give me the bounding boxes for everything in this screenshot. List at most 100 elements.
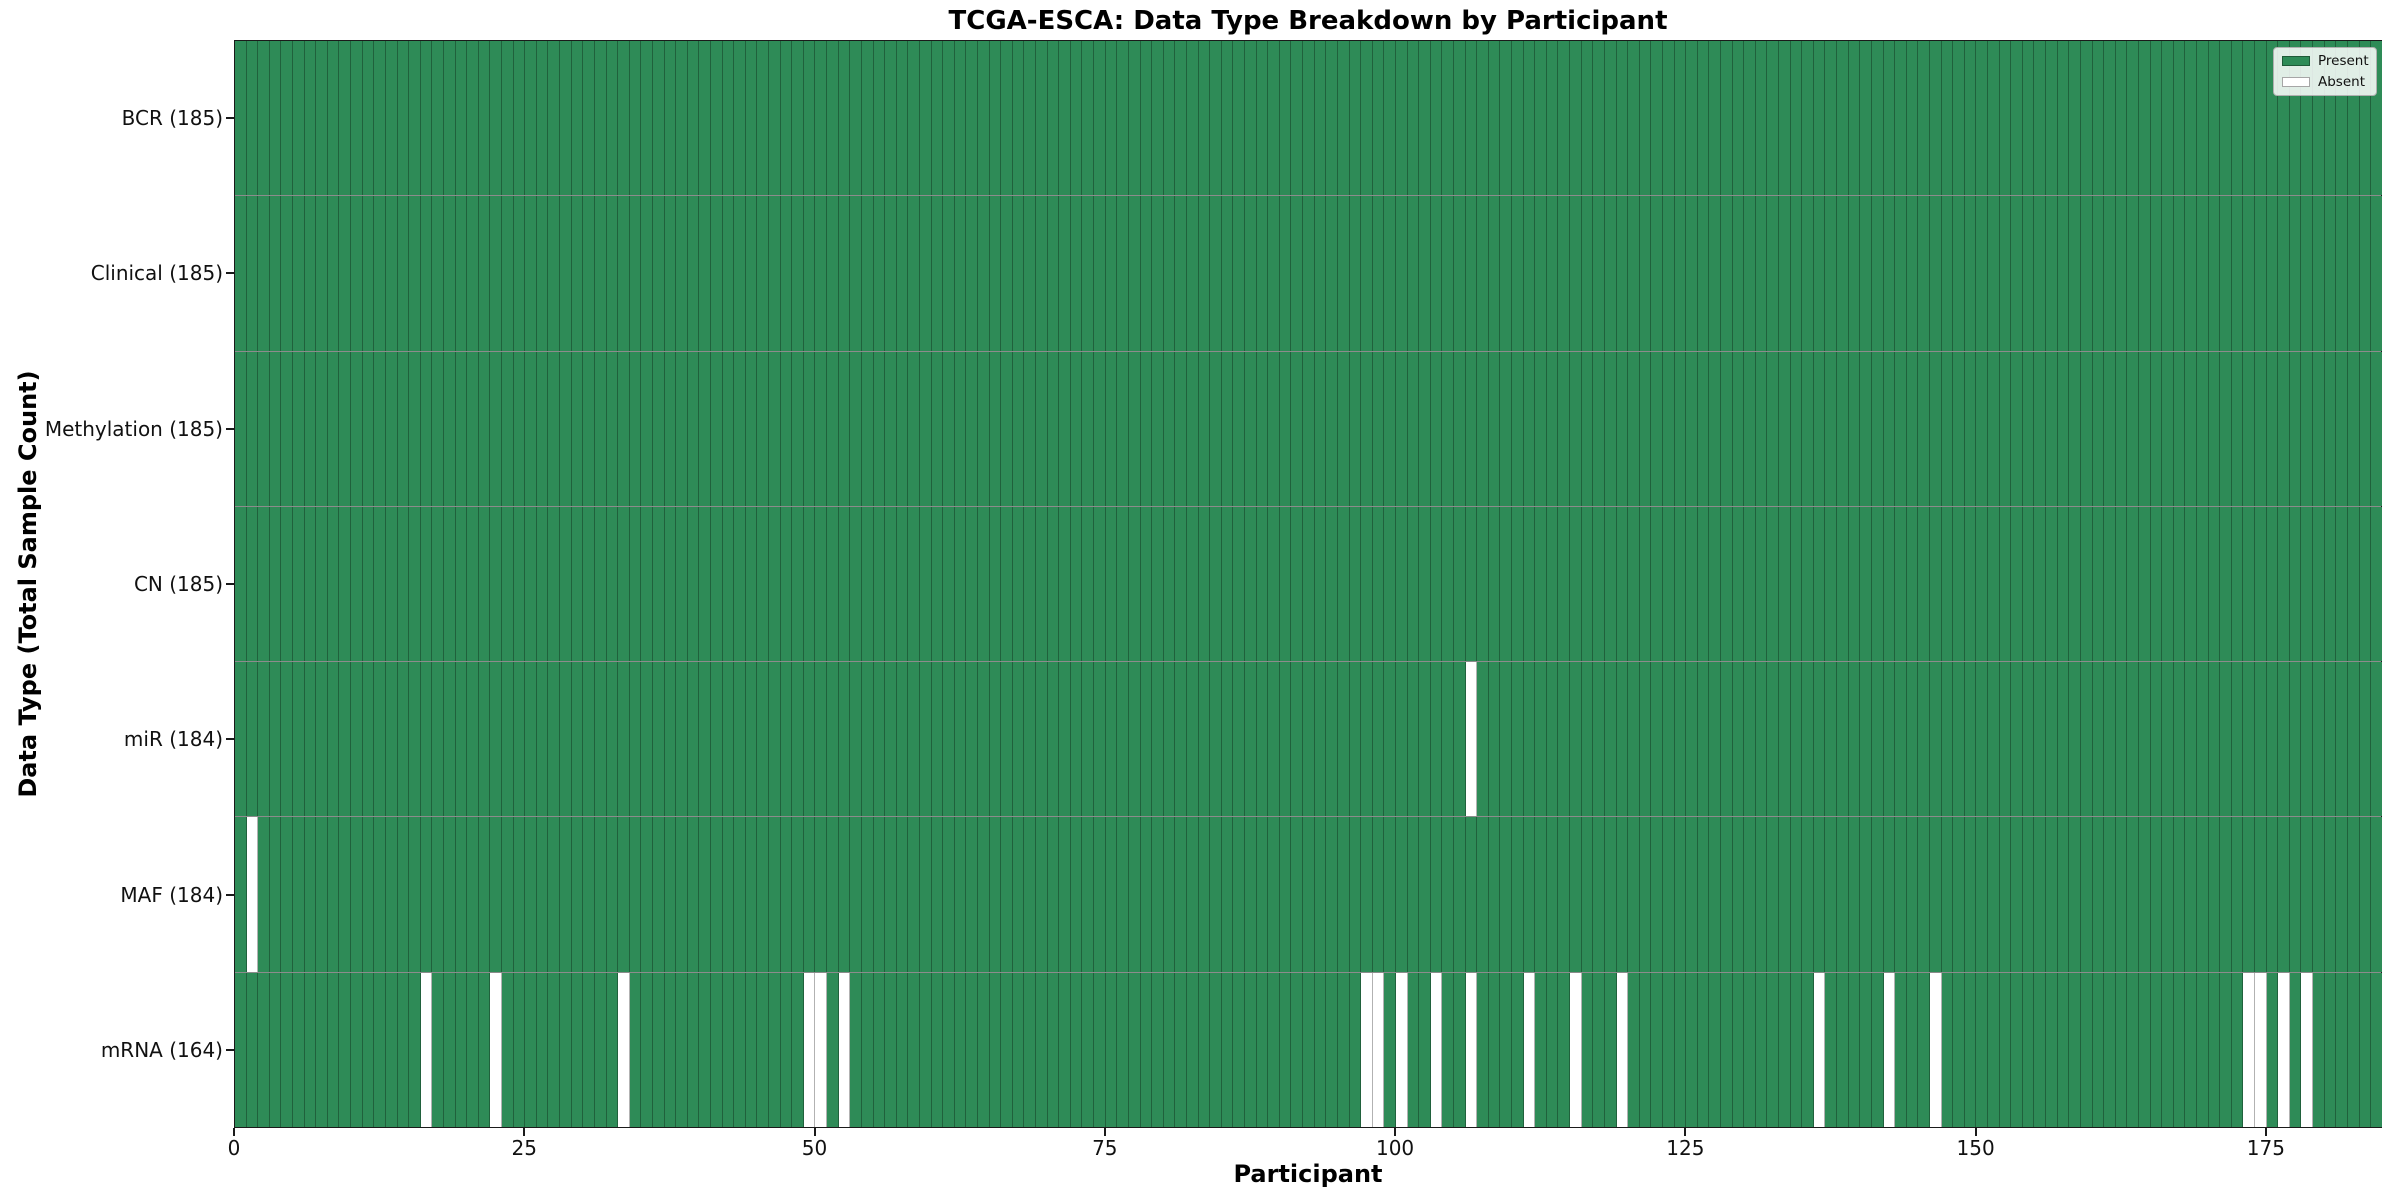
matrix-cell [1837, 662, 1849, 817]
matrix-cell [2231, 662, 2244, 817]
matrix-cell [1430, 972, 1443, 1127]
matrix-cell [1245, 351, 1257, 506]
matrix-cell [1732, 972, 1745, 1127]
matrix-cell [351, 662, 363, 817]
matrix-cell [1755, 662, 1768, 817]
matrix-cell [792, 662, 804, 817]
matrix-cell [1268, 196, 1280, 351]
matrix-cell [293, 662, 305, 817]
matrix-cell [1883, 351, 1896, 506]
matrix-cell [2301, 41, 2314, 196]
matrix-cell [1082, 351, 1095, 506]
matrix-cell [478, 41, 491, 196]
matrix-cell [885, 662, 897, 817]
matrix-cell [455, 41, 468, 196]
matrix-cell [827, 662, 839, 817]
matrix-cell [1558, 506, 1571, 662]
matrix-cell [943, 41, 955, 196]
matrix-cell [1593, 817, 1605, 972]
matrix-cell [1314, 817, 1327, 972]
matrix-cell [2220, 351, 2232, 506]
matrix-cell [908, 972, 920, 1127]
matrix-cell [583, 506, 595, 662]
matrix-cell [455, 196, 468, 351]
matrix-cell [2347, 817, 2360, 972]
matrix-cell [618, 662, 630, 817]
matrix-cell [1210, 972, 1222, 1127]
matrix-cell [2150, 196, 2163, 351]
matrix-cell [1697, 817, 1710, 972]
matrix-cell [1558, 196, 1571, 351]
matrix-cell [304, 972, 317, 1127]
matrix-cell [2162, 972, 2174, 1127]
matrix-cell [2243, 817, 2256, 972]
matrix-cell [502, 41, 514, 196]
matrix-cell [478, 662, 491, 817]
matrix-cell [1651, 351, 1663, 506]
matrix-cell [2022, 196, 2035, 351]
matrix-cell [1848, 351, 1861, 506]
matrix-cell [478, 351, 491, 506]
matrix-cell [1837, 196, 1849, 351]
matrix-cell [908, 506, 920, 662]
matrix-cell [908, 817, 920, 972]
matrix-cell [1419, 506, 1431, 662]
matrix-cell [1279, 351, 1292, 506]
matrix-cell [1535, 351, 1547, 506]
matrix-cell [1628, 196, 1640, 351]
matrix-cell [1210, 351, 1222, 506]
matrix-cell [989, 972, 1002, 1127]
matrix-cell [2115, 41, 2128, 196]
matrix-cell [780, 817, 793, 972]
matrix-cell [2138, 351, 2151, 506]
matrix-cell [664, 972, 677, 1127]
matrix-cell [2278, 196, 2290, 351]
matrix-cell [455, 817, 468, 972]
matrix-cell [316, 506, 328, 662]
matrix-cell [1662, 972, 1675, 1127]
matrix-cell [385, 662, 398, 817]
matrix-cell [1674, 351, 1687, 506]
matrix-cell [2313, 196, 2325, 351]
matrix-cell [1790, 351, 1803, 506]
matrix-cell [1709, 662, 1721, 817]
matrix-cell [1407, 41, 1420, 196]
matrix-cell [1070, 351, 1083, 506]
matrix-cell [2069, 506, 2081, 662]
matrix-cell [641, 41, 653, 196]
matrix-cell [1767, 41, 1780, 196]
matrix-cell [560, 506, 572, 662]
matrix-cell [2069, 196, 2081, 351]
matrix-cell [734, 662, 746, 817]
matrix-cell [1674, 817, 1687, 972]
matrix-cell [1860, 662, 1872, 817]
matrix-cell [1988, 662, 2000, 817]
matrix-cell [2371, 972, 2382, 1127]
matrix-cell [2196, 196, 2209, 351]
matrix-cell [710, 506, 723, 662]
matrix-cell [269, 662, 282, 817]
matrix-cell [861, 817, 874, 972]
matrix-cell [1384, 662, 1396, 817]
matrix-cell [1163, 41, 1176, 196]
matrix-cell [919, 196, 932, 351]
matrix-cell [2301, 817, 2314, 972]
matrix-cell [1186, 662, 1199, 817]
matrix-cell [339, 351, 352, 506]
matrix-cell [734, 506, 746, 662]
matrix-cell [1802, 196, 1814, 351]
matrix-cell [745, 41, 758, 196]
matrix-cell [1001, 506, 1013, 662]
matrix-cell [1279, 662, 1292, 817]
matrix-cell [1163, 662, 1176, 817]
matrix-cell [757, 351, 770, 506]
matrix-cell [1593, 662, 1605, 817]
matrix-cell [838, 351, 851, 506]
matrix-cell [1744, 41, 1756, 196]
matrix-cell [1500, 817, 1513, 972]
matrix-cell [1442, 506, 1454, 662]
matrix-cell [1361, 351, 1373, 506]
matrix-cell [664, 506, 677, 662]
matrix-cell [1662, 196, 1675, 351]
matrix-cell [2173, 972, 2186, 1127]
